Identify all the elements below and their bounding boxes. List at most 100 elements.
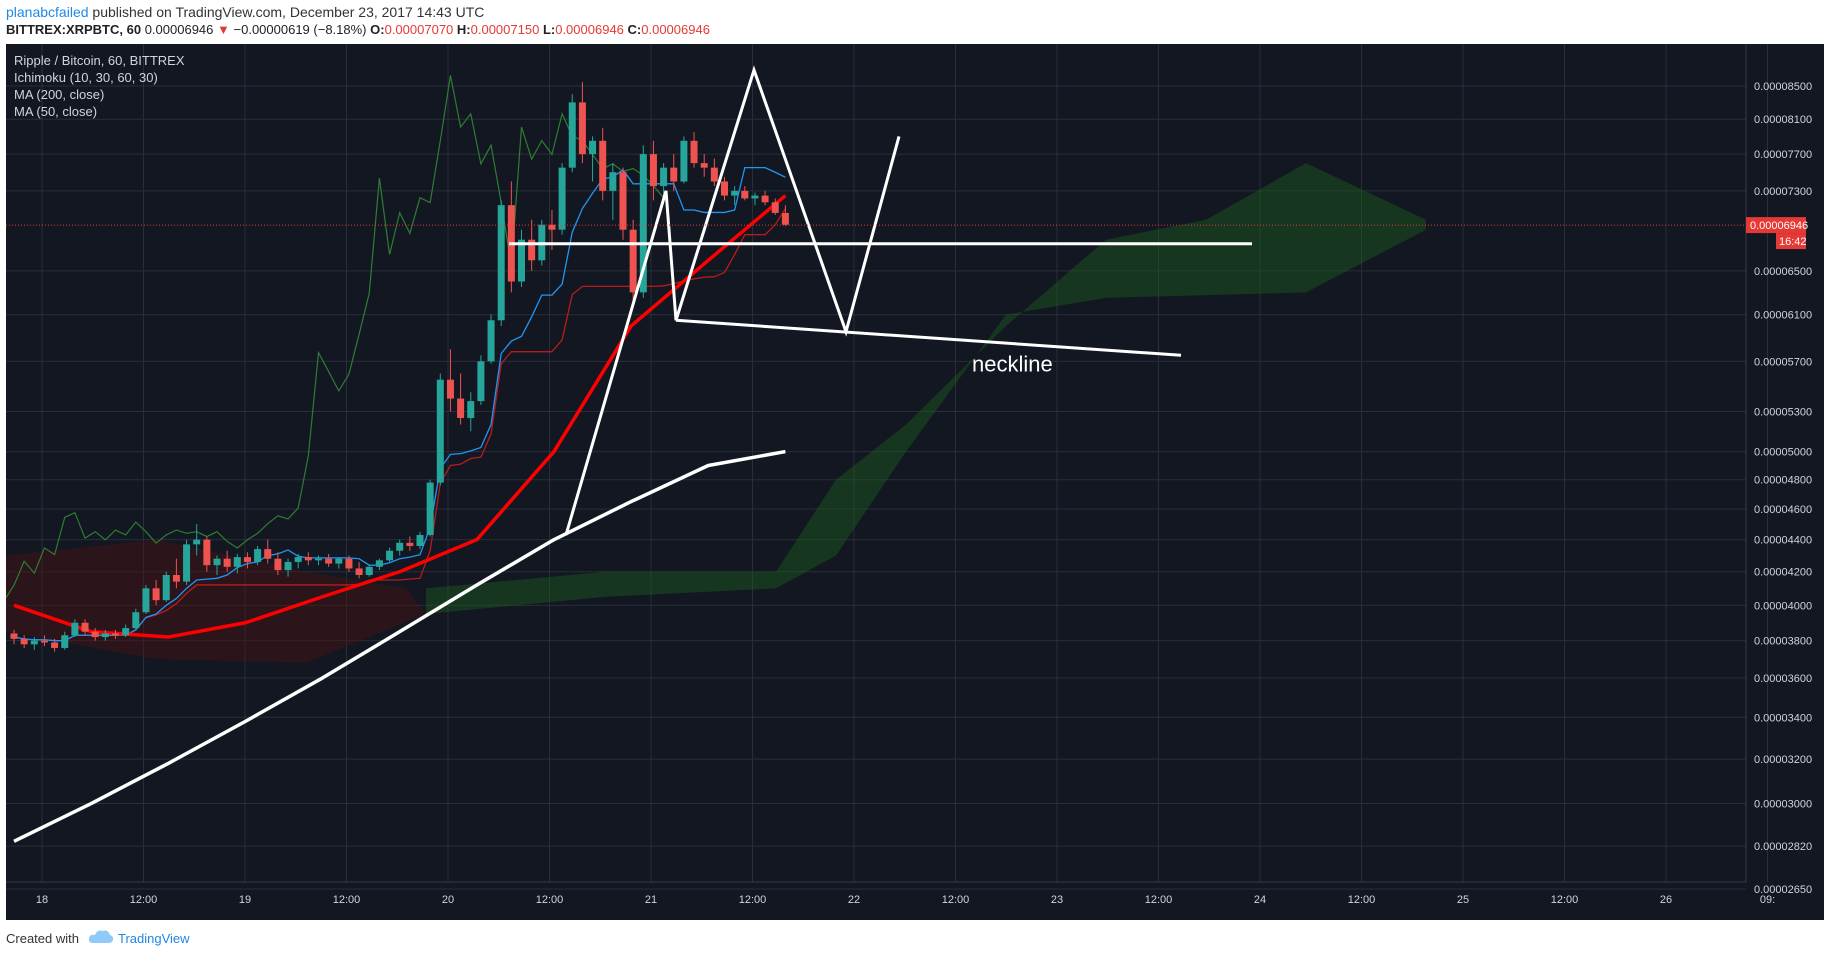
- x-tick-label: 12:00: [1348, 894, 1376, 906]
- legend-ma50[interactable]: MA (50, close): [14, 104, 98, 119]
- x-tick-label: 18: [36, 894, 48, 906]
- chart-area[interactable]: 0.00008500 0.00008100 0.00007700 0.00007300…: [6, 44, 1824, 920]
- neckline-label: neckline: [972, 351, 1053, 376]
- x-tick-label: 12:00: [739, 894, 767, 906]
- low-label: L:: [542, 22, 556, 37]
- candle: [761, 190, 769, 206]
- chart-legend: Ripple / Bitcoin, 60, BITTREX Ichimoku (…: [14, 52, 185, 120]
- candle: [406, 536, 414, 551]
- candle-body: [355, 568, 363, 576]
- candle-body: [589, 140, 597, 155]
- candle-body: [325, 558, 333, 564]
- legend-ichimoku[interactable]: Ichimoku (10, 30, 60, 30): [14, 70, 158, 85]
- candle-body: [578, 102, 586, 155]
- candle-body: [406, 542, 414, 546]
- legend-ma200[interactable]: MA (200, close): [14, 87, 105, 102]
- x-tick-label: 19: [239, 894, 251, 906]
- candle-body: [467, 401, 475, 418]
- candle: [81, 619, 89, 636]
- y-tick-label: 0.00005000: [1754, 447, 1812, 459]
- candle: [101, 629, 109, 641]
- tradingview-cloud-icon: [88, 930, 114, 943]
- y-tick-label: 0.00004200: [1754, 567, 1812, 579]
- published-text: published on TradingView.com, December 2…: [92, 4, 485, 20]
- candle: [284, 558, 292, 577]
- x-tick-label: 12:00: [130, 894, 158, 906]
- candle-body: [548, 224, 556, 230]
- x-tick-label: 24: [1254, 894, 1266, 906]
- x-tick-label: 21: [645, 894, 657, 906]
- price-chart[interactable]: 0.00008500 0.00008100 0.00007700 0.00007300…: [6, 44, 1824, 920]
- candle-body: [660, 167, 668, 187]
- candle-body: [51, 642, 59, 648]
- candle: [71, 619, 79, 638]
- candle: [183, 539, 191, 585]
- x-tick-label: 25: [1457, 894, 1469, 906]
- y-tick-label: 0.00006100: [1754, 310, 1812, 322]
- candle: [335, 557, 343, 569]
- y-tick-label: 0.00004000: [1754, 600, 1812, 612]
- candle-body: [487, 320, 495, 362]
- candle: [487, 314, 495, 364]
- candle: [254, 545, 262, 566]
- high-label: H:: [456, 22, 471, 37]
- candle: [558, 163, 566, 235]
- candle: [781, 205, 789, 226]
- candle-body: [254, 549, 262, 562]
- candle-body: [101, 633, 109, 638]
- candle-body: [599, 140, 607, 191]
- candle-body: [213, 558, 221, 566]
- candle: [152, 579, 160, 606]
- candle: [365, 565, 373, 577]
- x-tick-label: 22: [848, 894, 860, 906]
- candle: [700, 154, 708, 177]
- y-tick-label: 0.00003000: [1754, 799, 1812, 811]
- candle: [741, 186, 749, 201]
- candle: [315, 555, 322, 566]
- candle: [446, 349, 454, 412]
- y-tick-label: 0.00005700: [1754, 356, 1812, 368]
- tradingview-link[interactable]: TradingView: [118, 931, 190, 946]
- candle-body: [345, 558, 353, 569]
- y-tick-label: 0.00003800: [1754, 636, 1812, 648]
- x-tick-label: 23: [1051, 894, 1063, 906]
- candle: [670, 154, 678, 191]
- candle-body: [609, 172, 617, 191]
- candle-body: [81, 622, 89, 632]
- candle: [213, 555, 221, 576]
- candle-body: [446, 379, 454, 399]
- y-tick-label: 0.00003600: [1754, 673, 1812, 685]
- candle: [457, 373, 465, 425]
- candle: [619, 167, 627, 240]
- open-value: 0.00007070: [384, 22, 454, 37]
- candle: [660, 163, 668, 196]
- candle: [203, 536, 211, 572]
- candle: [61, 631, 69, 650]
- candle: [589, 136, 597, 182]
- candle: [122, 624, 130, 638]
- y-tick-label: 0.00003400: [1754, 712, 1812, 724]
- author-link[interactable]: planabcfailed: [6, 4, 89, 20]
- chart-background: [6, 44, 1824, 920]
- candle-body: [264, 549, 272, 559]
- x-tick-label: 12:00: [1551, 894, 1579, 906]
- candle: [649, 140, 657, 201]
- ma200-line: [13, 449, 786, 843]
- candle: [355, 561, 363, 579]
- candle-body: [112, 633, 119, 636]
- candle: [345, 555, 353, 572]
- candle: [20, 635, 28, 648]
- candle-body: [477, 361, 485, 402]
- candle: [518, 229, 525, 287]
- x-tick-label: 09:: [1760, 894, 1775, 906]
- candle: [10, 629, 18, 645]
- candle-body: [416, 534, 424, 546]
- candle: [477, 355, 485, 405]
- candle-body: [426, 482, 434, 535]
- last-price-tag: [1746, 217, 1806, 234]
- y-tick-label: 0.00004600: [1754, 504, 1812, 516]
- candle-body: [142, 588, 150, 613]
- y-tick-label: 0.00007300: [1754, 186, 1812, 198]
- candle-body: [203, 539, 211, 566]
- candle-body: [10, 633, 18, 639]
